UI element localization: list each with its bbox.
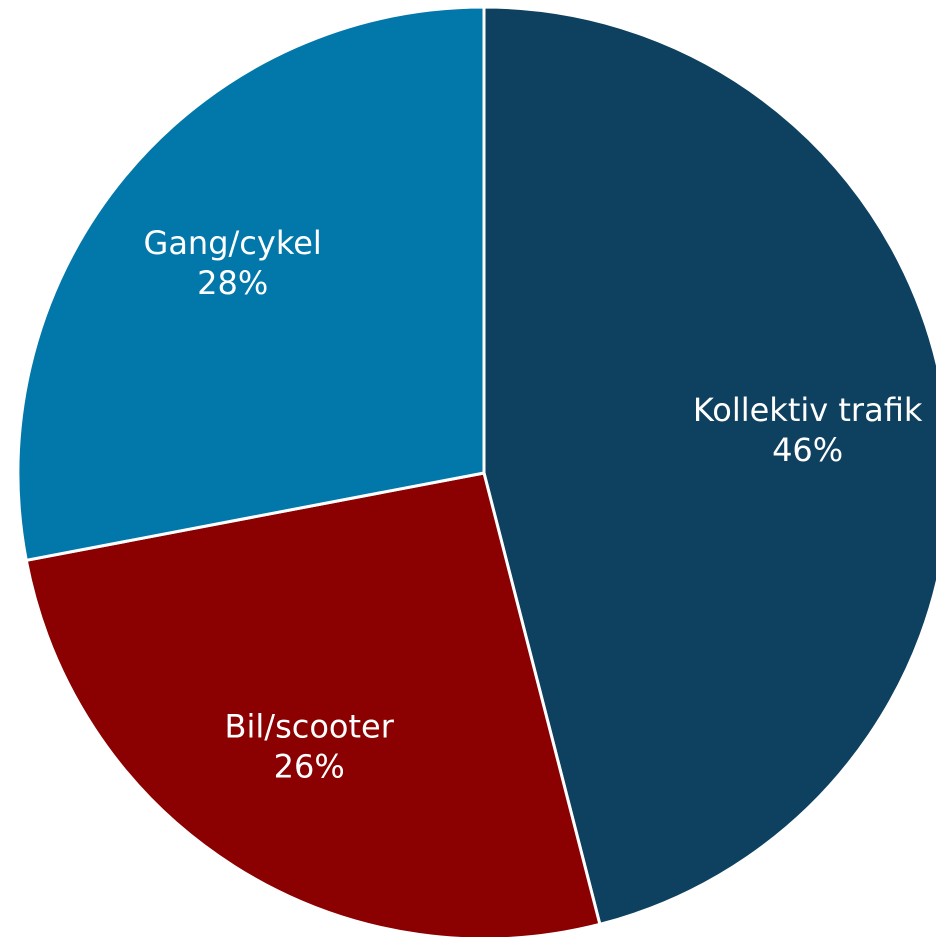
slice-value-label: 26% bbox=[274, 747, 345, 785]
slice-value-label: 28% bbox=[197, 264, 268, 302]
slice-value-label: 46% bbox=[772, 431, 843, 469]
pie-slice bbox=[24, 471, 602, 937]
slice-label: Gang/cykel bbox=[144, 224, 322, 262]
pie-slice bbox=[16, 5, 486, 563]
slice-label: Kollektiv trafik bbox=[693, 391, 923, 429]
slice-label: Bil/scooter bbox=[225, 707, 395, 745]
pie-slice bbox=[482, 5, 936, 927]
